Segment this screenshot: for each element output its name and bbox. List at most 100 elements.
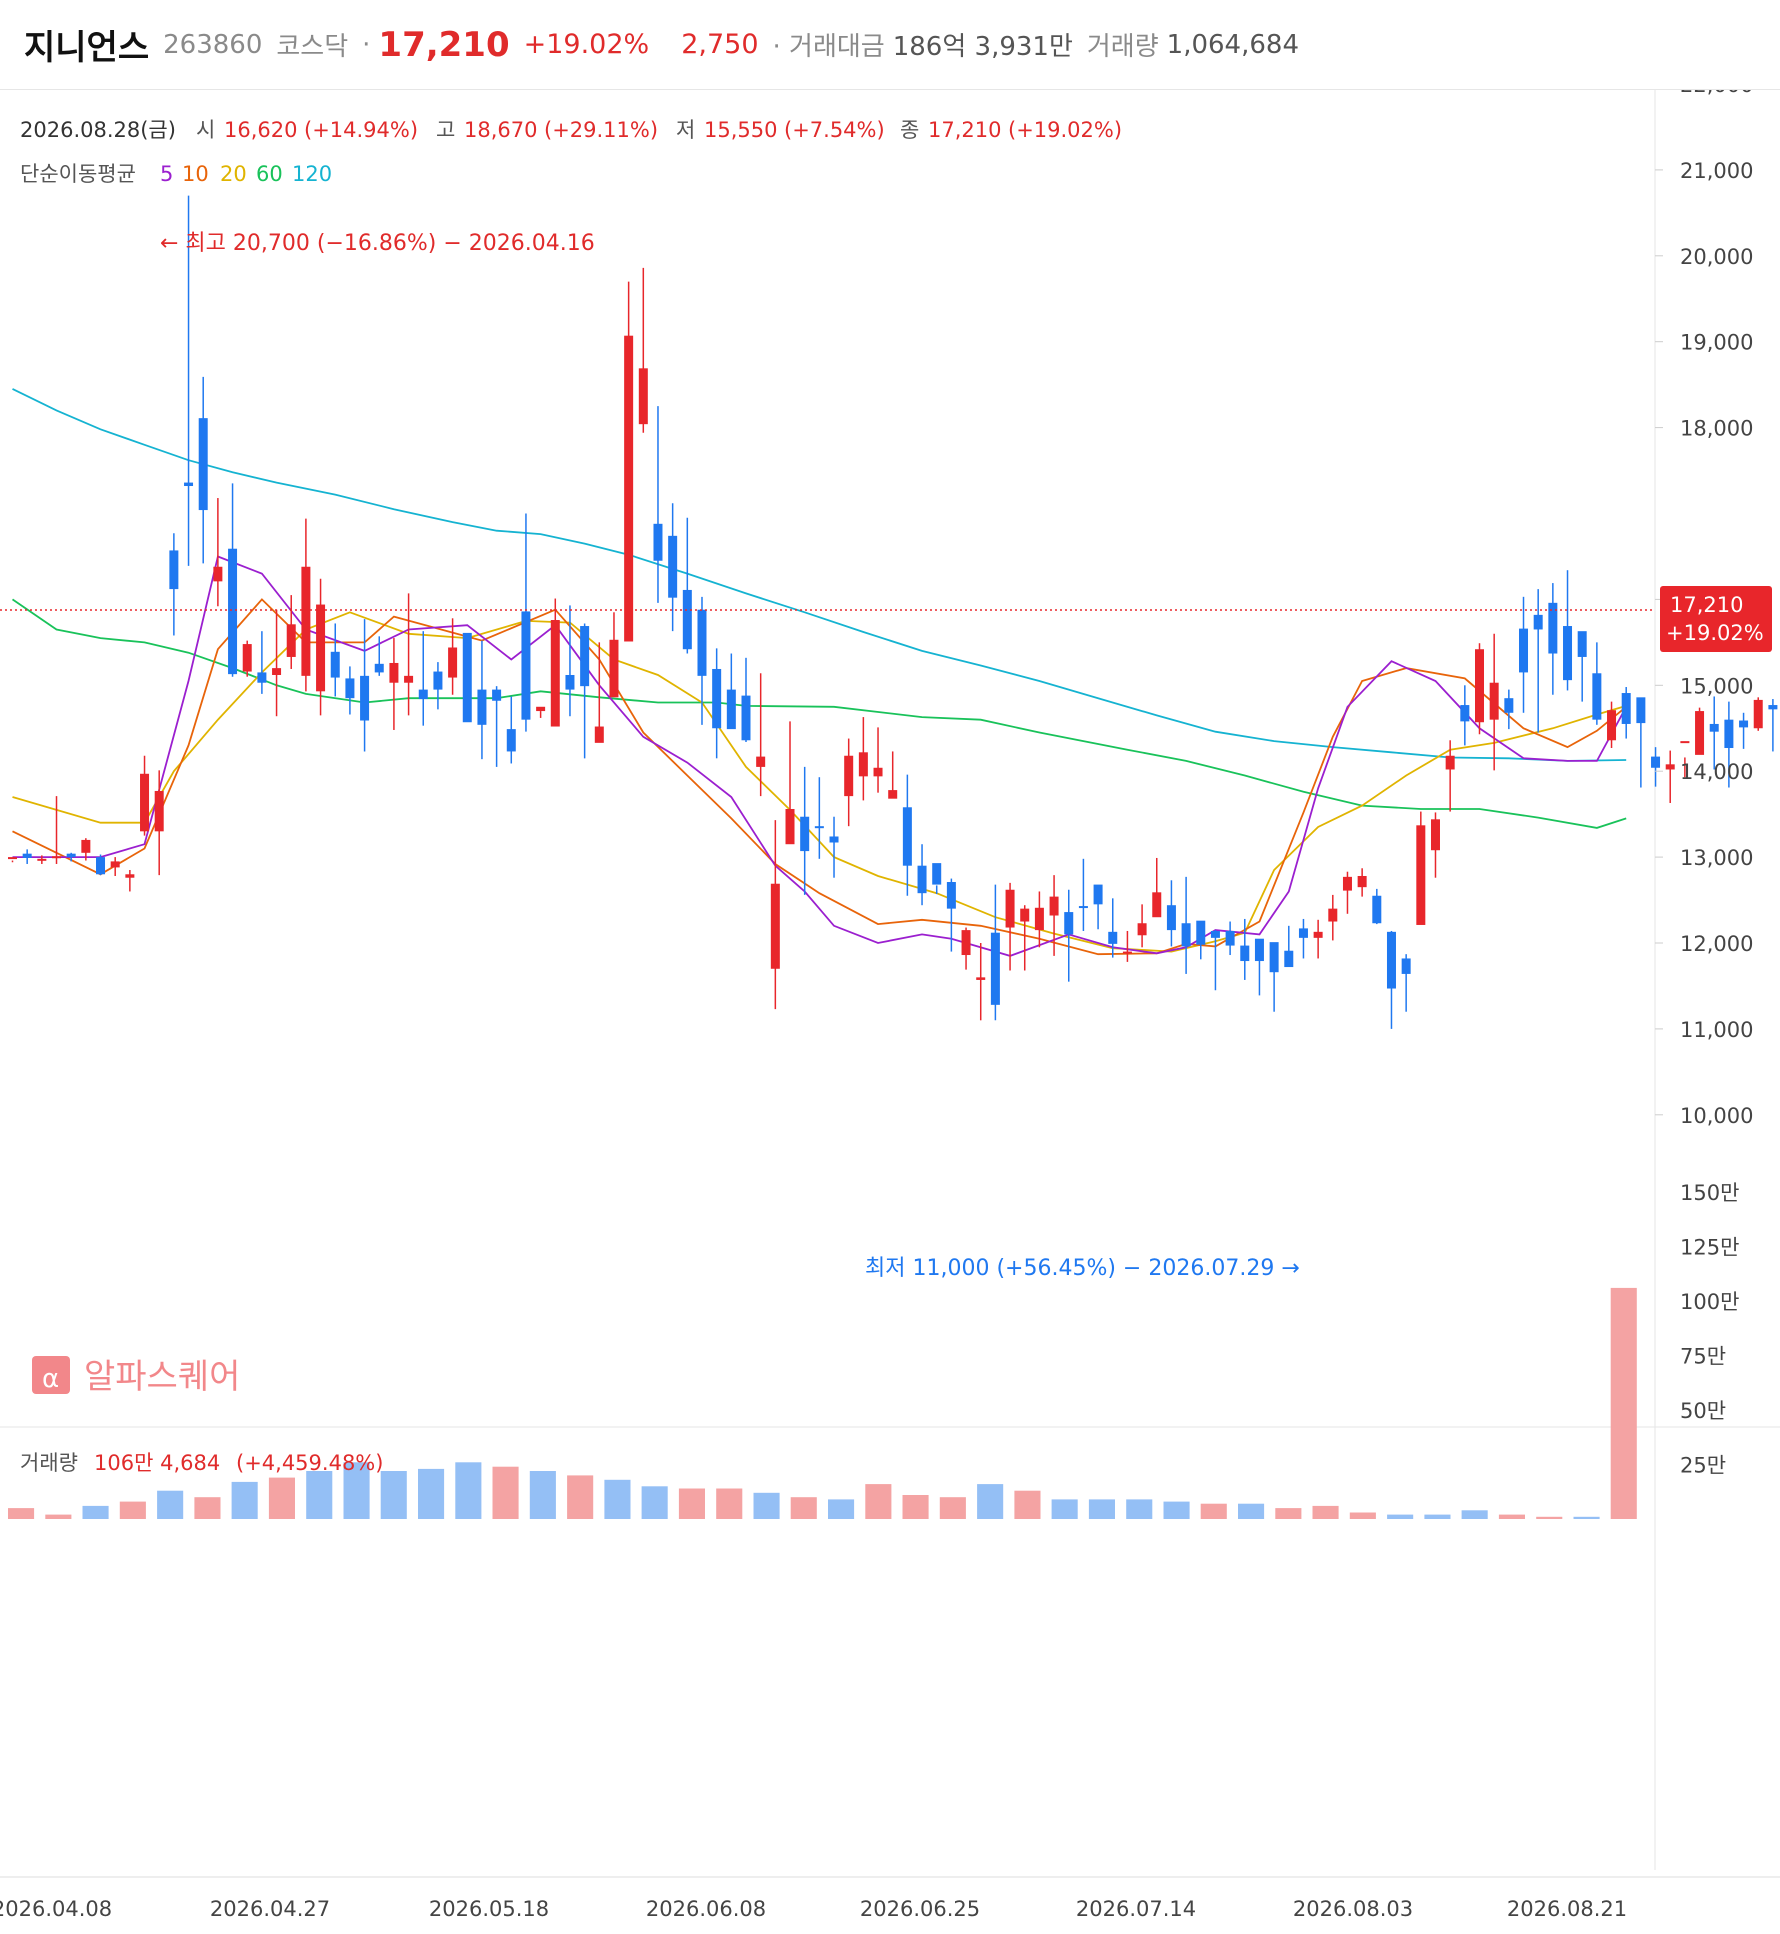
volume-bar: [567, 1475, 594, 1519]
candle-body: [345, 678, 355, 699]
volume-legend-rate: (+4,459.48%): [236, 1451, 383, 1475]
stock-chart[interactable]: 2026.08.28(금) 시 16,620 (+14.94%) 고 18,67…: [0, 90, 1780, 1934]
info-close-rate: (+19.02%): [1008, 118, 1122, 142]
volume-bar: [306, 1471, 333, 1519]
ma-legend-5: 5: [160, 162, 173, 186]
info-high-rate: (+29.11%): [544, 118, 658, 142]
moving-average-lines: [11, 388, 1627, 957]
candle-body: [1078, 906, 1088, 909]
candle-body: [1108, 931, 1118, 944]
volume-bar: [828, 1499, 855, 1519]
candle-body: [1166, 905, 1176, 931]
candle-body: [330, 651, 340, 678]
candle-body: [668, 535, 678, 598]
candle-body: [1093, 884, 1103, 905]
date-axis: 2026.04.08 2026.04.27 2026.05.18 2026.06.08…: [0, 1897, 1627, 1921]
candle-body: [286, 624, 296, 657]
candle-body: [1445, 755, 1455, 770]
candle-body: [1651, 756, 1661, 768]
candle-body: [301, 566, 311, 676]
info-low-value: 15,550: [704, 118, 777, 142]
candle-body: [1592, 673, 1602, 720]
trade-amount-label: · 거래대금: [772, 32, 885, 62]
candle-body: [697, 609, 707, 676]
candle-body: [976, 977, 986, 980]
candle-body: [1709, 723, 1719, 732]
candle-body: [1152, 892, 1162, 918]
volume-bar: [157, 1490, 184, 1519]
candle-body: [1621, 693, 1631, 724]
ma10-line: [12, 598, 1627, 956]
price-tick-label: 14,000: [1680, 760, 1753, 784]
volume-tick-label: 125만: [1680, 1236, 1739, 1260]
candle-body: [477, 689, 487, 725]
high-annotation: ← 최고 20,700 (−16.86%) − 2026.04.16: [160, 231, 595, 256]
candle-body: [22, 853, 32, 858]
volume-tick-label: 150만: [1680, 1181, 1739, 1205]
price-tick-label: 18,000: [1680, 417, 1753, 441]
volume-bar: [1424, 1514, 1451, 1519]
candle-body: [316, 604, 326, 692]
candle-body: [1489, 682, 1499, 720]
candle-body: [946, 882, 956, 909]
volume-bar: [1275, 1508, 1302, 1519]
volume-bar: [1163, 1501, 1190, 1519]
volume-bar: [1014, 1490, 1041, 1519]
change-rate: +19.02%: [523, 29, 650, 60]
candle-body: [785, 808, 795, 845]
candle-body: [228, 548, 238, 675]
candle-body: [741, 695, 751, 741]
candle-body: [1034, 907, 1044, 931]
volume-bar: [1461, 1510, 1488, 1519]
candle-body: [858, 752, 868, 777]
price-tick-label: 19,000: [1680, 331, 1753, 355]
date-tick-label: 2026.04.27: [210, 1897, 330, 1921]
volume-bar: [865, 1484, 892, 1519]
volume-label: 거래량: [1086, 32, 1159, 62]
candle-body: [213, 566, 223, 582]
volume-bar: [380, 1471, 407, 1519]
candle-body: [1607, 710, 1617, 741]
candle-body: [1196, 920, 1206, 945]
price-tick-label: 10,000: [1680, 1104, 1753, 1128]
candle-body: [1240, 945, 1250, 962]
ma-legend-10: 10: [182, 162, 209, 186]
info-high-label: 고: [436, 118, 455, 142]
candle-body: [550, 620, 560, 727]
candle-body: [1372, 895, 1382, 924]
volume-bar: [716, 1488, 743, 1519]
candle-body: [198, 418, 208, 511]
volume-bar: [1088, 1499, 1115, 1519]
candle-body: [272, 668, 282, 675]
candle-body: [140, 773, 150, 832]
candle-body: [1122, 951, 1132, 954]
volume-bar: [1536, 1516, 1563, 1519]
volume-bar: [455, 1462, 482, 1519]
candle-body: [492, 689, 502, 701]
candle-body: [624, 335, 634, 642]
candle-body: [1005, 889, 1015, 928]
candle-body: [712, 668, 722, 729]
volume-bar: [492, 1466, 519, 1519]
candle-body: [1563, 626, 1573, 681]
info-close-value: 17,210: [928, 118, 1001, 142]
volume-tick-label: 50만: [1680, 1399, 1726, 1423]
volume-bar: [119, 1501, 146, 1519]
candle-body: [1665, 764, 1675, 770]
volume-bar: [45, 1514, 72, 1519]
date-tick-label: 2026.04.08: [0, 1897, 112, 1921]
price-tick-label: 15,000: [1680, 674, 1753, 698]
candle-body: [360, 675, 370, 721]
current-price-tag: [1660, 586, 1772, 652]
date-tick-label: 2026.06.08: [646, 1897, 766, 1921]
volume-bar: [790, 1497, 817, 1519]
candle-body: [374, 663, 384, 673]
volume-bar: [604, 1479, 631, 1519]
candle-body: [1254, 938, 1264, 962]
candle-body: [404, 675, 414, 683]
stock-name: 지니언스: [24, 28, 150, 68]
date-tick-label: 2026.08.21: [1507, 1897, 1627, 1921]
candle-body: [594, 726, 604, 743]
candle-body: [1137, 923, 1147, 936]
candle-body: [389, 662, 399, 683]
